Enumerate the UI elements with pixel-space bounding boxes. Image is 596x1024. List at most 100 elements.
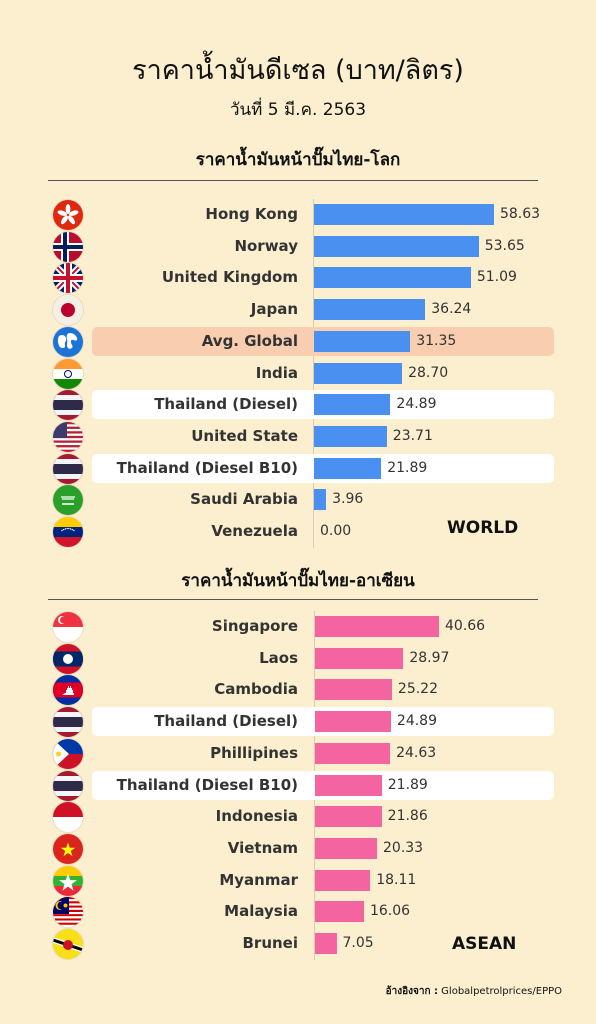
bar-value-label: 16.06 xyxy=(369,903,411,920)
bar-category-label: India xyxy=(255,363,298,382)
chart-row: Saudi Arabia 3.96 xyxy=(0,484,596,516)
source-text: Globalpetrolprices/EPPO xyxy=(441,986,562,997)
asean-section-title: ราคาน้ำมันหน้าปั๊มไทย-อาเซียน xyxy=(181,571,415,591)
bar-value-label: 31.35 xyxy=(416,332,457,349)
bar-category-label: Vietnam xyxy=(227,838,298,857)
bar xyxy=(315,742,391,764)
asean-chart-tag: ASEAN xyxy=(452,934,517,954)
bar xyxy=(314,457,382,479)
brunei-flag-icon xyxy=(53,929,83,959)
bar-category-label: Brunei xyxy=(242,934,298,952)
page-title: ราคาน้ำมันดีเซล (บาท/ลิตร) xyxy=(132,55,464,86)
bar-category-label: United State xyxy=(191,426,298,445)
globe-icon xyxy=(53,326,83,357)
bar xyxy=(314,235,479,257)
bar-value-label: 51.09 xyxy=(476,269,517,286)
bar-category-label: United Kingdom xyxy=(161,268,298,287)
saudi-arabia-flag-icon xyxy=(53,485,83,516)
india-flag-icon xyxy=(53,358,83,389)
world-section-title: ราคาน้ำมันหน้าปั๊มไทย-โลก xyxy=(195,150,401,170)
bar xyxy=(315,679,392,701)
bar xyxy=(315,774,382,796)
bar xyxy=(315,869,371,891)
world-bar-chart: Hong Kong 58.63 Norway 53.65 United Kingdom 5… xyxy=(0,199,596,551)
chart-row: Vietnam 20.33 xyxy=(0,833,596,865)
bar-value-label: 23.71 xyxy=(392,427,433,444)
japan-flag-icon xyxy=(53,295,83,326)
chart-row: Avg. Global 31.35 xyxy=(0,326,596,358)
bar-category-label: Myanmar xyxy=(219,870,298,889)
myanmar-flag-icon xyxy=(53,865,83,896)
thailand-flag-icon xyxy=(53,390,83,421)
venezuela-flag-icon xyxy=(53,517,83,547)
cambodia-flag-icon xyxy=(53,675,83,706)
chart-row: Norway 53.65 xyxy=(0,231,596,263)
chart-row: Phillipines 24.63 xyxy=(0,738,596,770)
bar-value-label: 25.22 xyxy=(397,681,438,698)
bar-category-label: Malaysia xyxy=(224,902,298,921)
bar-value-label: 20.33 xyxy=(383,839,424,856)
bar-category-label: Indonesia xyxy=(215,807,298,826)
bar xyxy=(315,647,404,669)
bar-value-label: 24.89 xyxy=(396,396,437,413)
bar xyxy=(314,299,426,321)
chart-row: Thailand (Diesel B10) 21.89 xyxy=(0,770,596,802)
bar-category-label: Saudi Arabia xyxy=(190,490,298,509)
bar-category-label: Venezuela xyxy=(211,522,298,540)
bar xyxy=(314,267,471,289)
bar-category-label: Thailand (Diesel) xyxy=(154,712,298,731)
bar-category-label: Norway xyxy=(234,236,298,255)
source-credit: อ้างอิงจาก : Globalpetrolprices/EPPO xyxy=(386,984,562,999)
chart-row: Cambodia 25.22 xyxy=(0,674,596,706)
bar-value-label: 28.97 xyxy=(409,649,450,666)
bar-category-label: Hong Kong xyxy=(205,205,298,223)
bar xyxy=(314,425,387,447)
bar xyxy=(315,837,377,859)
indonesia-flag-icon xyxy=(53,802,83,833)
bar-value-label: 53.65 xyxy=(484,237,525,254)
bar-value-label: 3.96 xyxy=(332,491,364,508)
chart-row: Brunei 7.05 xyxy=(0,928,596,960)
world-section-divider xyxy=(48,180,538,181)
bar-category-label: Japan xyxy=(250,300,298,319)
world-chart-tag: WORLD xyxy=(447,518,519,538)
philippines-flag-icon xyxy=(53,738,83,769)
bar-value-label: 21.89 xyxy=(387,776,428,793)
bar-category-label: Laos xyxy=(259,648,298,667)
bar-value-label: 18.11 xyxy=(376,871,417,888)
chart-row: United State 23.71 xyxy=(0,421,596,453)
chart-row: Indonesia 21.86 xyxy=(0,801,596,833)
chart-row: Thailand (Diesel) 24.89 xyxy=(0,389,596,421)
bar-category-label: Singapore xyxy=(211,617,298,635)
bar xyxy=(314,204,494,225)
bar-category-label: Cambodia xyxy=(214,680,298,699)
usa-flag-icon xyxy=(53,421,83,452)
chart-row: Venezuela 0.00 xyxy=(0,516,596,548)
norway-flag-icon xyxy=(53,231,83,262)
chart-row: Thailand (Diesel) 24.89 xyxy=(0,706,596,738)
bar-value-label: 21.89 xyxy=(387,459,428,476)
asean-section-divider xyxy=(48,599,538,600)
bar xyxy=(314,362,403,384)
bar-category-label: Thailand (Diesel B10) xyxy=(116,775,298,794)
chart-row: Myanmar 18.11 xyxy=(0,865,596,897)
uk-flag-icon xyxy=(53,263,83,294)
bar-category-label: Avg. Global xyxy=(201,331,298,350)
bar xyxy=(314,394,391,416)
bar-value-label: 28.70 xyxy=(408,364,449,381)
bar-category-label: Thailand (Diesel) xyxy=(154,395,298,414)
bar xyxy=(315,933,337,954)
chart-row: Singapore 40.66 xyxy=(0,611,596,643)
asean-bar-chart: Singapore 40.66 Laos 28.97 Cambodia 25.22 Thai… xyxy=(0,611,596,963)
chart-row: India 28.70 xyxy=(0,358,596,390)
chart-row: United Kingdom 51.09 xyxy=(0,262,596,294)
bar xyxy=(315,616,439,637)
chart-axis-line xyxy=(313,199,314,548)
chart-row: Malaysia 16.06 xyxy=(0,896,596,928)
source-label: อ้างอิงจาก : xyxy=(385,986,438,997)
bar-value-label: 24.89 xyxy=(396,713,437,730)
bar xyxy=(314,330,411,352)
thailand-flag-icon xyxy=(53,453,83,484)
bar-category-label: Thailand (Diesel B10) xyxy=(116,458,298,477)
chart-row: Japan 36.24 xyxy=(0,294,596,326)
